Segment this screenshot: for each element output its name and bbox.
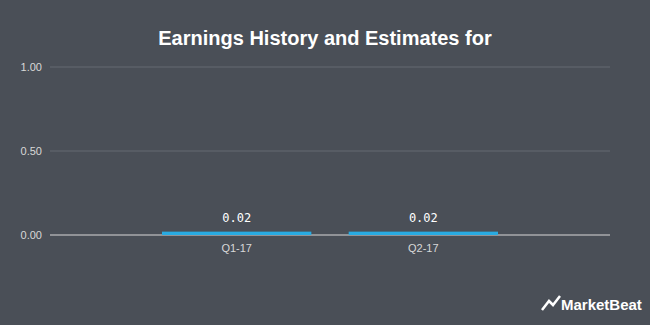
logo-text: MarketBeat: [561, 296, 642, 313]
y-tick-label: 1.00: [21, 61, 42, 73]
data-label: 0.02: [409, 211, 438, 225]
logo-icon: [542, 296, 560, 310]
x-tick-label: Q1-17: [221, 242, 252, 254]
x-tick-label: Q2-17: [408, 242, 439, 254]
bar: [162, 232, 311, 235]
bar: [349, 232, 498, 235]
grid-line: [50, 151, 610, 152]
y-tick-label: 0.00: [21, 229, 42, 241]
data-label: 0.02: [222, 211, 251, 225]
grid-line: [50, 67, 610, 68]
y-tick-label: 0.50: [21, 145, 42, 157]
background: [0, 0, 650, 325]
chart: Earnings History and Estimates for 0.00 0.…: [0, 0, 650, 325]
bars: [162, 232, 498, 235]
grid-line: [50, 235, 610, 236]
title: Earnings History and Estimates for: [158, 27, 492, 49]
